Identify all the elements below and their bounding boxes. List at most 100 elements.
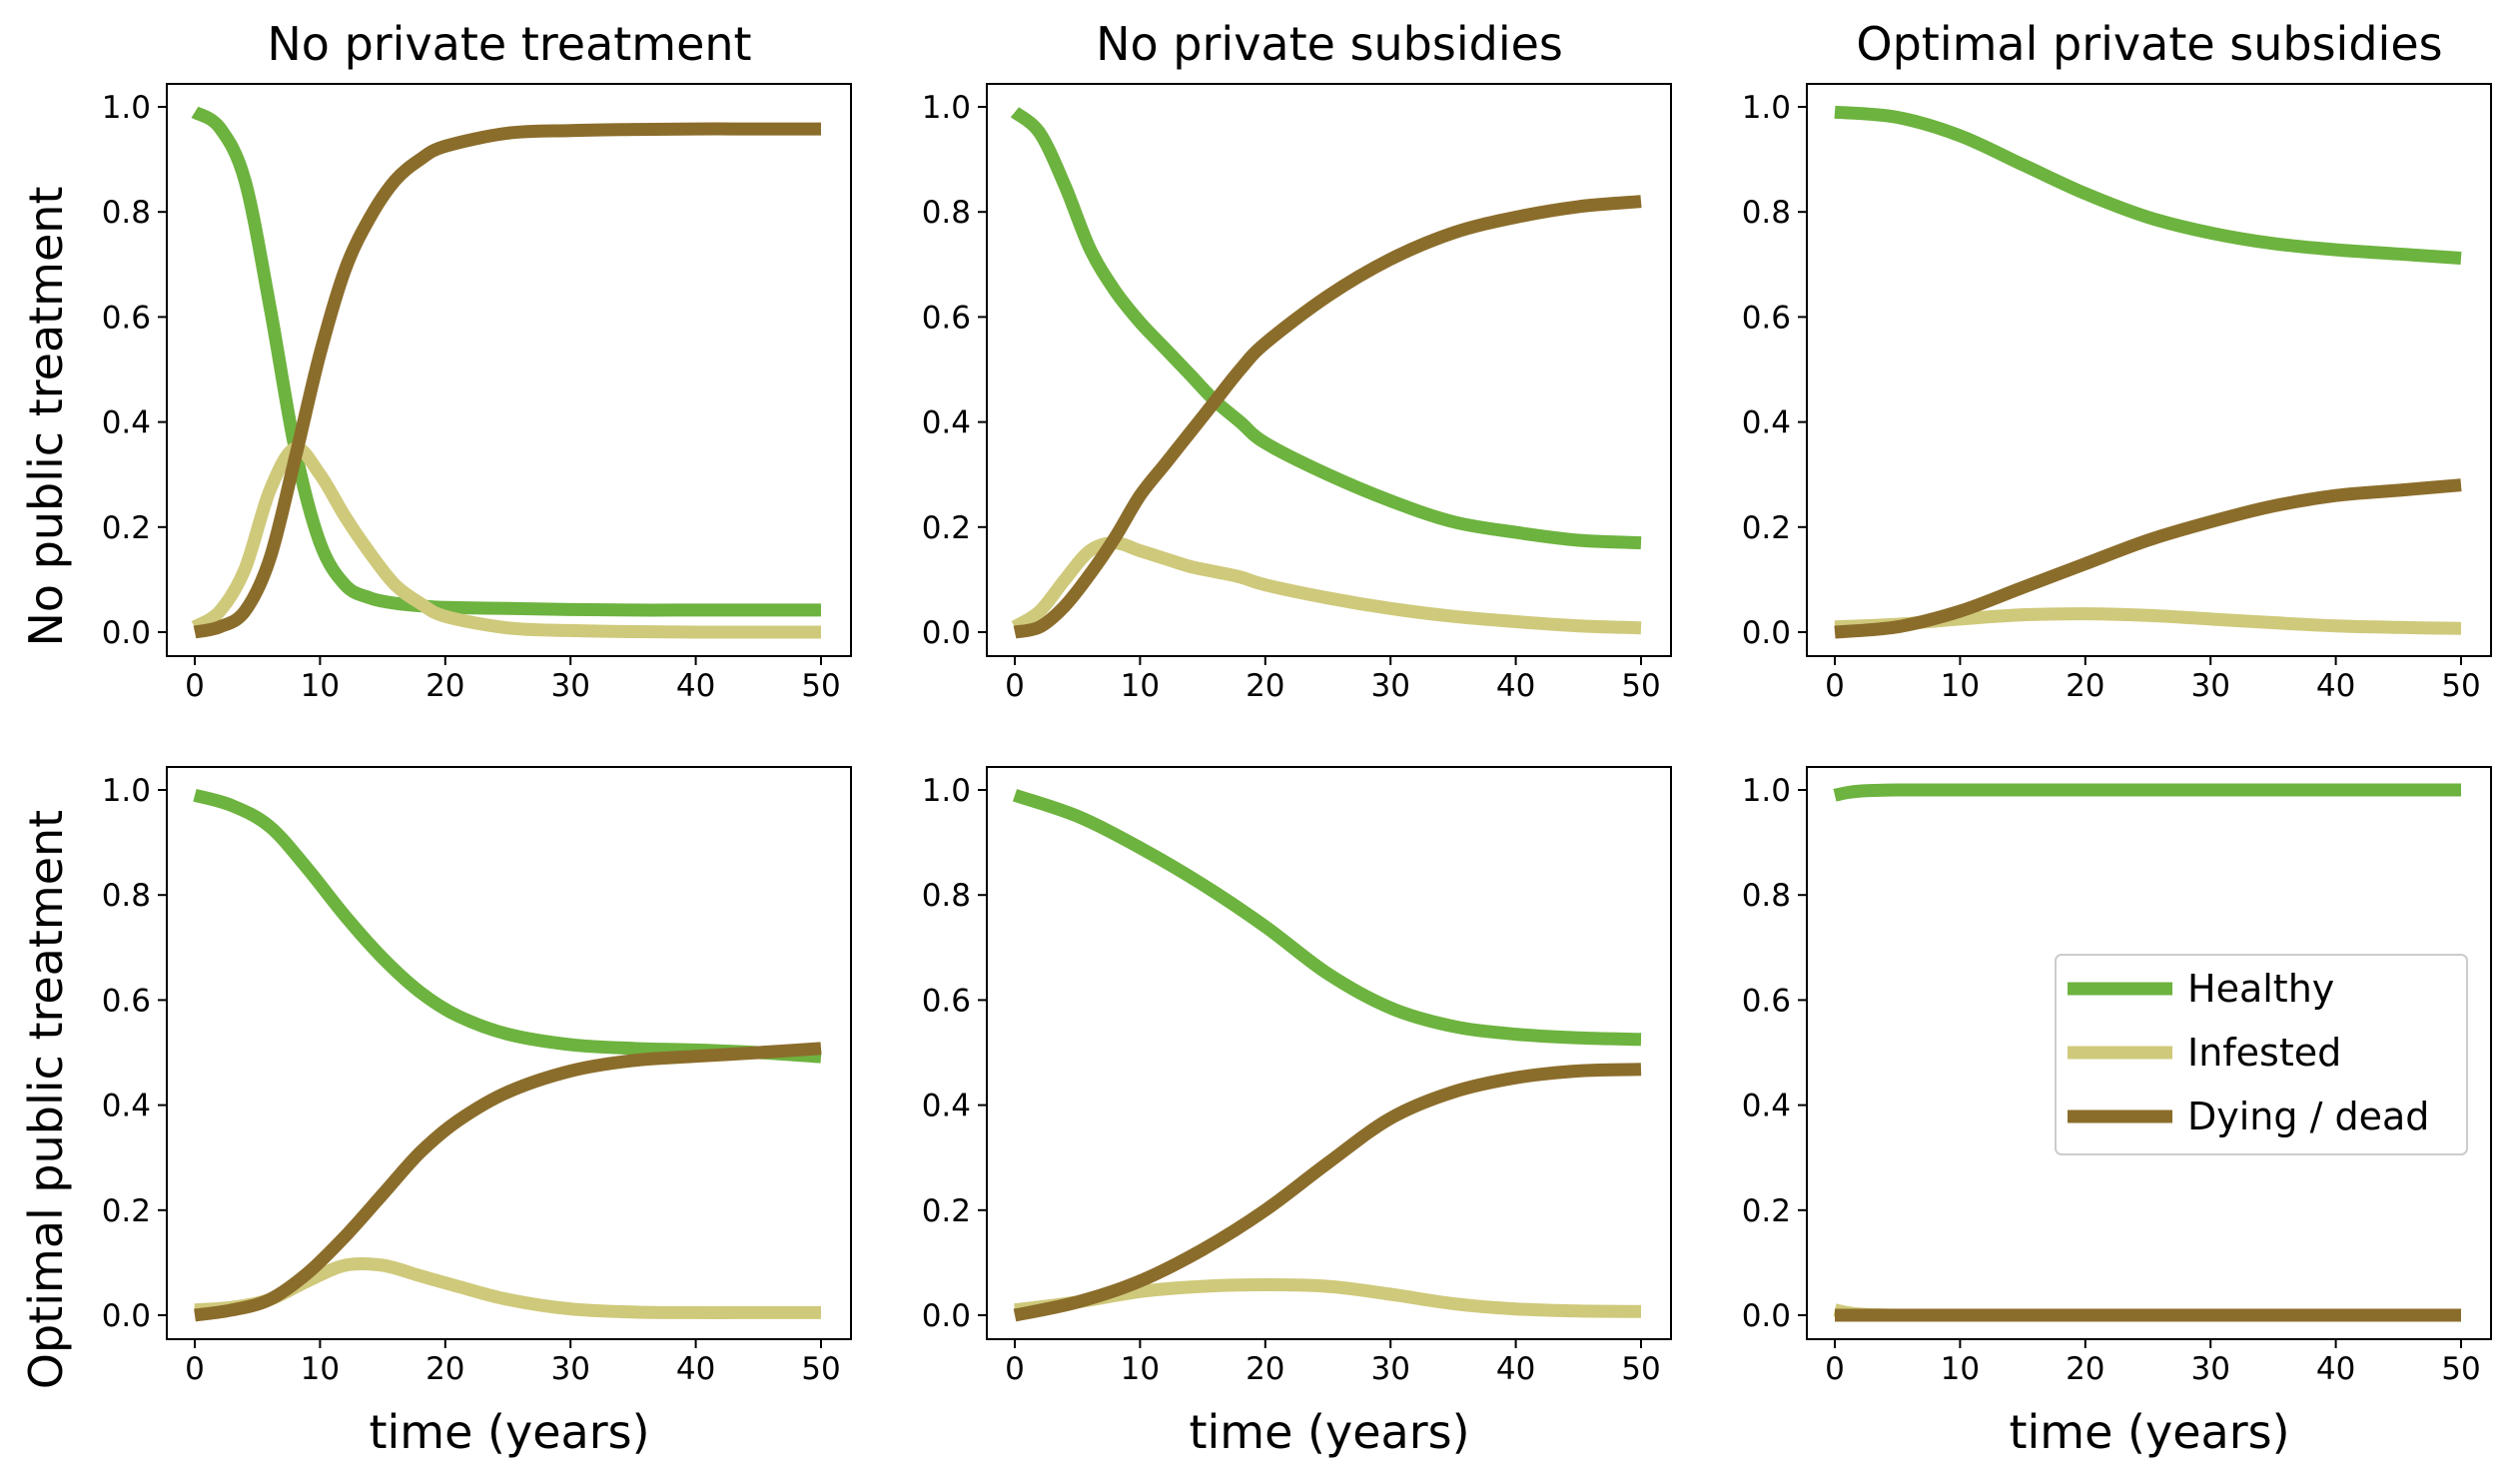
y-tick-label: 0.2 xyxy=(102,1193,151,1229)
y-tick-label: 1.0 xyxy=(1742,90,1791,126)
y-tick-label: 0.2 xyxy=(102,510,151,546)
x-tick-label: 40 xyxy=(1496,668,1535,704)
x-tick-label: 10 xyxy=(1941,1351,1980,1387)
x-axis-label-col-1: time (years) xyxy=(369,1405,649,1459)
x-tick-label: 20 xyxy=(425,1351,464,1387)
y-tick-label: 0.0 xyxy=(922,1298,971,1334)
y-tick-label: 0.6 xyxy=(922,983,971,1019)
y-tick-label: 0.6 xyxy=(102,300,151,336)
x-tick-label: 10 xyxy=(1121,668,1160,704)
panel-6: 0 10 20 30 40 50 0.0 0.2 0.4 0.6 0.8 1.0 xyxy=(1742,766,2492,1387)
column-title-no-private-subsidies: No private subsidies xyxy=(1096,17,1563,71)
x-tick-label: 0 xyxy=(185,668,205,704)
x-tick-label: 10 xyxy=(301,668,340,704)
x-tick-label: 20 xyxy=(425,668,464,704)
axes-frame xyxy=(986,83,1672,657)
y-tick-label: 0.0 xyxy=(102,1298,151,1334)
y-tick-label: 1.0 xyxy=(922,90,971,126)
y-tick-label: 0.2 xyxy=(1742,510,1791,546)
legend-label-dying-dead: Dying / dead xyxy=(2187,1095,2429,1138)
legend-label-healthy: Healthy xyxy=(2187,967,2334,1011)
x-axis-label-col-2: time (years) xyxy=(1189,1405,1469,1459)
series-line-dying-dead xyxy=(1834,478,2462,639)
y-tick-label: 0.0 xyxy=(922,615,971,651)
panel-2: 0 10 20 30 40 50 0.0 0.2 0.4 0.6 0.8 1.0 xyxy=(922,83,1672,704)
x-tick-label: 30 xyxy=(550,1351,589,1387)
x-tick-label: 0 xyxy=(1825,668,1845,704)
y-tick-label: 0.0 xyxy=(102,615,151,651)
series-line-dying-dead xyxy=(194,1042,822,1322)
x-tick-label: 10 xyxy=(1121,1351,1160,1387)
axes-frame xyxy=(166,83,852,657)
x-tick-label: 50 xyxy=(2441,668,2480,704)
y-tick-label: 0.2 xyxy=(922,510,971,546)
axes-frame xyxy=(1806,83,2492,657)
x-tick-label: 20 xyxy=(2066,668,2104,704)
x-tick-label: 20 xyxy=(2066,1351,2104,1387)
y-tick-label: 1.0 xyxy=(922,773,971,809)
x-tick-label: 30 xyxy=(2190,668,2229,704)
y-tick-label: 0.8 xyxy=(102,195,151,231)
series-line-infested xyxy=(191,441,821,639)
legend-label-infested: Infested xyxy=(2187,1031,2341,1075)
y-tick-label: 0.6 xyxy=(1742,300,1791,336)
row-label-optimal-public-treatment: Optimal public treatment xyxy=(19,810,73,1389)
series-line-dying-dead xyxy=(193,122,821,639)
x-tick-label: 30 xyxy=(2190,1351,2229,1387)
x-tick-label: 10 xyxy=(1941,668,1980,704)
panels-group: 0 10 20 30 40 50 0.0 0.2 0.4 0.6 0.8 1.0 0 10 20 30 40 50… xyxy=(102,83,2492,1387)
series-line-dying-dead xyxy=(1013,1063,1642,1322)
y-tick-label: 0.8 xyxy=(922,878,971,914)
x-tick-label: 10 xyxy=(301,1351,340,1387)
x-tick-label: 0 xyxy=(1825,1351,1845,1387)
x-tick-label: 40 xyxy=(1496,1351,1535,1387)
x-tick-label: 30 xyxy=(1370,668,1409,704)
legend-frame xyxy=(2055,954,2468,1155)
column-title-no-private-treatment: No private treatment xyxy=(267,17,751,71)
y-tick-label: 0.4 xyxy=(102,1089,151,1124)
y-tick-label: 0.8 xyxy=(922,195,971,231)
y-tick-label: 1.0 xyxy=(102,773,151,809)
series-line-healthy xyxy=(1834,105,2462,265)
series-line-healthy xyxy=(191,106,821,617)
y-tick-label: 0.4 xyxy=(922,405,971,441)
x-axis-label-col-3: time (years) xyxy=(2009,1405,2289,1459)
axes-frame xyxy=(1806,766,2492,1340)
y-tick-label: 0.6 xyxy=(1742,983,1791,1019)
y-tick-label: 0.4 xyxy=(1742,405,1791,441)
x-tick-label: 40 xyxy=(676,668,715,704)
x-tick-label: 50 xyxy=(1621,1351,1660,1387)
y-tick-label: 0.6 xyxy=(922,300,971,336)
panel-3: 0 10 20 30 40 50 0.0 0.2 0.4 0.6 0.8 1.0 xyxy=(1742,83,2492,704)
y-tick-label: 0.4 xyxy=(102,405,151,441)
panel-4: 0 10 20 30 40 50 0.0 0.2 0.4 0.6 0.8 1.0 xyxy=(102,766,852,1387)
row-label-no-public-treatment: No public treatment xyxy=(19,187,73,647)
column-title-optimal-private-subsidies: Optimal private subsidies xyxy=(1856,17,2442,71)
series-line-healthy xyxy=(1010,107,1642,550)
x-tick-label: 0 xyxy=(1005,668,1025,704)
x-tick-label: 20 xyxy=(1246,1351,1284,1387)
x-tick-label: 50 xyxy=(801,668,840,704)
y-tick-label: 0.4 xyxy=(922,1089,971,1124)
series-line-healthy xyxy=(1012,789,1642,1047)
x-tick-label: 30 xyxy=(1370,1351,1409,1387)
y-tick-label: 0.8 xyxy=(1742,878,1791,914)
panel-5: 0 10 20 30 40 50 0.0 0.2 0.4 0.6 0.8 1.0 xyxy=(922,766,1672,1387)
y-tick-label: 0.8 xyxy=(1742,195,1791,231)
y-tick-label: 0.0 xyxy=(1742,615,1791,651)
x-tick-label: 0 xyxy=(185,1351,205,1387)
panel-1: 0 10 20 30 40 50 0.0 0.2 0.4 0.6 0.8 1.0 xyxy=(102,83,852,704)
y-tick-label: 1.0 xyxy=(102,90,151,126)
x-tick-label: 30 xyxy=(550,668,589,704)
series-line-healthy xyxy=(1833,783,2461,802)
x-tick-label: 20 xyxy=(1246,668,1284,704)
x-tick-label: 50 xyxy=(801,1351,840,1387)
y-tick-label: 1.0 xyxy=(1742,773,1791,809)
series-line-infested xyxy=(1011,536,1642,635)
y-tick-label: 0.4 xyxy=(1742,1089,1791,1124)
series-line-dying-dead xyxy=(1013,195,1642,639)
x-tick-label: 40 xyxy=(2316,668,2355,704)
x-tick-label: 50 xyxy=(1621,668,1660,704)
y-tick-label: 0.8 xyxy=(102,878,151,914)
